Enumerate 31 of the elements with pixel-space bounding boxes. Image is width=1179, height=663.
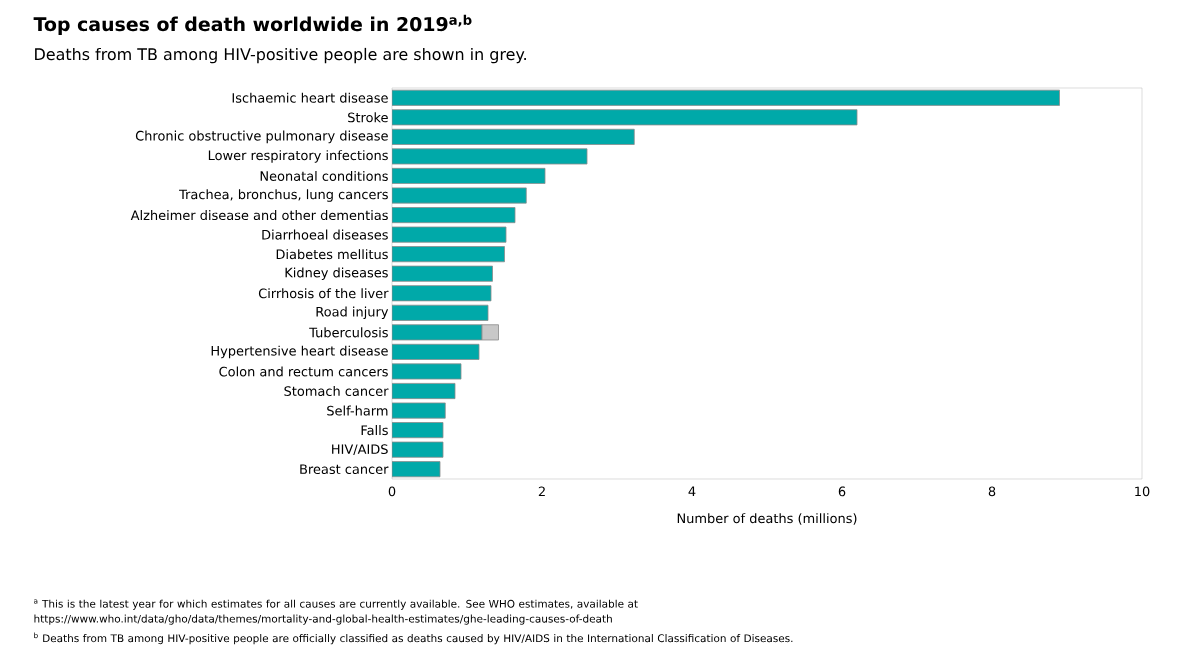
text: $^{a}$ This is the latest year for which estimates for all causes are currently available. See WHO estimates, available at https://www.who.int/data/gho/data/themes/mortality-and-global-health-estimates/ghe-leading-causes-of-death [33, 599, 638, 625]
y-tick-label: Falls [361, 425, 388, 436]
x-axis-title: Number of deaths (millions) [677, 513, 857, 525]
x-tick-label: 2 [538, 486, 545, 497]
x-tick-label: 10 [1135, 486, 1150, 497]
y-tick-label: Stomach cancer [284, 386, 389, 397]
y-tick-label: Hypertensive heart disease [211, 345, 388, 359]
y-tick-label: Colon and rectum cancers [219, 366, 388, 377]
y-tick-label: Trachea, bronchus, lung cancers [179, 189, 388, 202]
y-tick-label: Ischaemic heart disease [232, 92, 388, 103]
x-tick-label: 4 [688, 486, 696, 496]
y-tick-label: Diabetes mellitus [276, 249, 388, 260]
text: $^{b}$ Deaths from TB among HIV-positive people are officially classified as deaths caused by HIV/AIDS in the International Classification of Diseases. [34, 632, 793, 645]
y-tick-label: Cirrhosis of the liver [258, 288, 389, 299]
y-tick-label: Diarrhoeal diseases [262, 229, 388, 240]
y-tick-label: Tuberculosis [309, 327, 388, 338]
y-tick-label: Breast cancer [300, 464, 389, 475]
y-tick-label: Chronic obstructive pulmonary disease [135, 130, 388, 144]
y-tick-label: Lower respiratory infections [208, 150, 388, 163]
x-tick-label: 8 [988, 486, 996, 497]
x-tick-label: 6 [838, 486, 846, 497]
y-tick-label: Kidney diseases [285, 267, 388, 280]
x-tick-label: 0 [388, 486, 396, 497]
y-tick-label: Road injury [316, 306, 389, 320]
chart-title: Top causes of death worldwide in 2019$^{a,b}$ [33, 14, 472, 35]
y-tick-label: Alzheimer disease and other dementias [130, 210, 388, 221]
chart-subtitle: Deaths from TB among HIV-positive people are shown in grey. [35, 47, 526, 64]
y-tick-label: Self-harm [327, 405, 388, 416]
y-tick-label: HIV/AIDS [332, 444, 388, 456]
y-tick-label: Stroke [348, 112, 388, 123]
y-tick-label: Neonatal conditions [260, 170, 388, 181]
